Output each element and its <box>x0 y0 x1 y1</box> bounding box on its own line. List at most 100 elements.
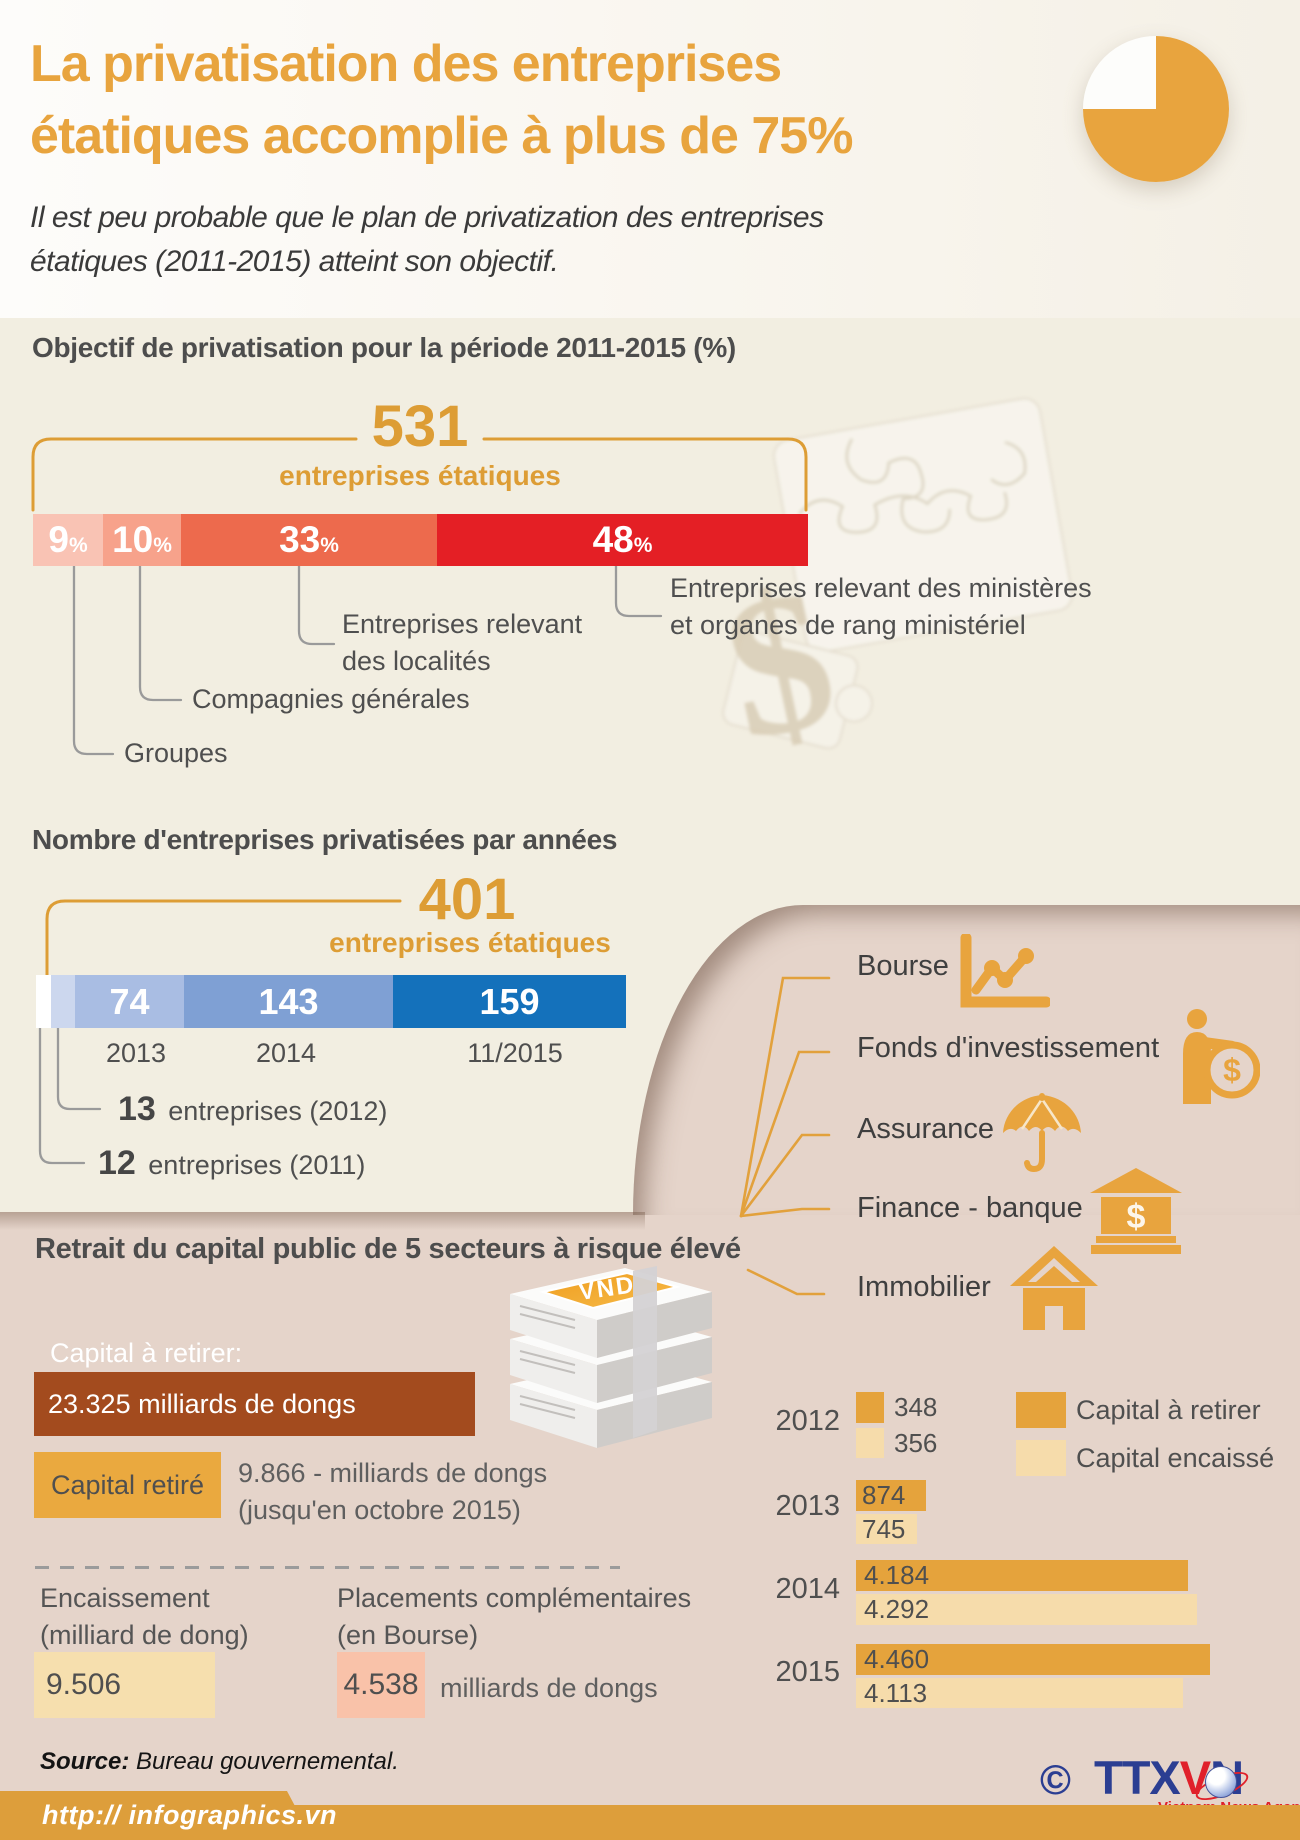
section2-heading: Nombre d'entreprises privatisées par ann… <box>32 824 618 855</box>
callout-text: entreprises (2012) <box>168 1096 388 1126</box>
segment-2014: 143 <box>184 975 393 1028</box>
placements-box: 4.538 <box>337 1652 425 1718</box>
bar-encaisse-2014 <box>856 1594 1197 1625</box>
globe-icon <box>1205 1766 1237 1798</box>
section1-heading: Objectif de privatisation pour la périod… <box>32 332 736 363</box>
segment-value: 33 <box>279 519 321 560</box>
percent-sign: % <box>68 534 88 557</box>
capital-retire-value: 9.866 - milliards de dongs <box>238 1458 548 1488</box>
label-ministeres: Entreprises relevant des ministères et o… <box>670 570 1092 644</box>
money-stack-image: VND <box>505 1262 717 1454</box>
source-text: Bureau gouvernemental. <box>129 1748 399 1775</box>
label-compagnies: Compagnies générales <box>192 684 470 714</box>
encaissement-value: 9.506 <box>46 1668 122 1701</box>
source-line: Source: Bureau gouvernemental. <box>40 1748 399 1776</box>
copyright-icon: © <box>1040 1756 1071 1803</box>
label-line: (en Bourse) <box>337 1620 479 1650</box>
title-line2: étatiques accomplie à plus de 75% <box>30 107 853 165</box>
label-groupes: Groupes <box>124 738 228 768</box>
bar-retirer-2014 <box>856 1560 1188 1591</box>
umbrella-icon <box>1000 1093 1084 1173</box>
segment-localites: 33% <box>181 514 437 566</box>
bar-encaisse-2015 <box>856 1678 1183 1708</box>
bar-value: 4.184 <box>864 1560 930 1590</box>
label-line: Entreprises relevant des ministères <box>670 573 1092 603</box>
legend-label-encaisse: Capital encaissé <box>1076 1443 1275 1473</box>
stacked-bar-objectif: 9% 10% 33% 48% <box>33 514 808 566</box>
svg-text:$: $ <box>1223 1052 1241 1088</box>
pie-75-icon <box>1083 36 1229 182</box>
placements-unit: milliards de dongs <box>440 1673 658 1703</box>
segment-compagnies: 10% <box>103 514 181 566</box>
callout-text: entreprises (2011) <box>148 1150 366 1180</box>
row-year: 2014 <box>775 1573 840 1605</box>
section3-heading: Retrait du capital public de 5 secteurs … <box>35 1233 741 1265</box>
bar-retirer-2013 <box>856 1480 926 1511</box>
label-line: Entreprises relevant <box>342 609 583 639</box>
capital-a-retirer-label: Capital à retirer: <box>50 1338 243 1368</box>
dashed-divider <box>35 1566 620 1569</box>
title-line1: La privatisation des entreprises <box>30 35 782 93</box>
encaissement-box: 9.506 <box>34 1652 215 1718</box>
year-2015: 11/2015 <box>467 1038 563 1068</box>
label-line: Encaissement <box>40 1583 210 1613</box>
label-line: (milliard de dong) <box>40 1620 249 1650</box>
bar-encaisse-2012 <box>856 1428 884 1458</box>
segment-2015: 159 <box>393 975 626 1028</box>
footer-trapezoid <box>0 1791 313 1840</box>
bar-value: 348 <box>894 1392 938 1422</box>
subtitle-line2: étatiques (2011-2015) atteint son object… <box>30 245 559 278</box>
bar-value: 356 <box>894 1428 938 1458</box>
sector-item-fonds: Fonds d'investissement <box>857 1032 1160 1064</box>
callout-number: 12 <box>98 1144 136 1182</box>
label-localites: Entreprises relevant des localités <box>342 606 582 680</box>
total-401: 401 <box>418 867 516 932</box>
capital-retire-box: Capital retiré <box>34 1452 221 1518</box>
bar-encaisse-2013 <box>856 1514 917 1544</box>
segment-2012 <box>51 975 75 1028</box>
encaissement-label: Encaissement (milliard de dong) <box>40 1580 249 1654</box>
page-title: La privatisation des entreprises étatiqu… <box>30 28 853 172</box>
top-background <box>0 0 1300 318</box>
stock-chart-icon <box>958 934 1050 1012</box>
bar-retirer-2012 <box>856 1392 884 1423</box>
bar-value: 4.292 <box>864 1594 930 1624</box>
subtitle-line1: Il est peu probable que le plan de priva… <box>30 201 824 234</box>
stacked-bar-annees: 74 143 159 <box>36 975 626 1028</box>
footer-url[interactable]: http:// infographics.vn <box>42 1800 337 1830</box>
capital-retire-label: Capital retiré <box>50 1470 205 1500</box>
capital-a-retirer-value: 23.325 milliards de dongs <box>48 1389 356 1419</box>
source-label: Source: <box>40 1748 130 1775</box>
total-531: 531 <box>371 394 469 459</box>
segment-value: 48 <box>592 519 634 560</box>
label-line: des localités <box>342 646 491 676</box>
sector-item-assurance: Assurance <box>857 1113 995 1145</box>
bar-retirer-2015 <box>856 1644 1210 1675</box>
bar-value: 143 <box>258 980 319 1022</box>
page-subtitle: Il est peu probable que le plan de priva… <box>30 196 824 284</box>
segment-ministeres: 48% <box>437 514 808 566</box>
panel-shadow <box>0 1212 645 1230</box>
segment-value: 9 <box>48 519 69 560</box>
percent-sign: % <box>633 534 653 557</box>
callout-2011: 12 entreprises (2011) <box>98 1144 365 1183</box>
percent-sign: % <box>320 534 339 557</box>
row-year: 2013 <box>775 1490 840 1522</box>
bar-value: 745 <box>862 1514 906 1544</box>
bar-value: 4.113 <box>864 1678 928 1708</box>
capital-retire-note: (jusqu'en octobre 2015) <box>238 1495 521 1525</box>
percent-sign: % <box>153 534 172 557</box>
row-year: 2012 <box>775 1405 840 1437</box>
logo-ttx: TTX <box>1094 1751 1181 1804</box>
sector-item-finance: Finance - banque <box>857 1192 1083 1224</box>
callout-2012: 13 entreprises (2012) <box>118 1090 387 1129</box>
placements-value: 4.538 <box>343 1668 419 1701</box>
legend-swatch-encaisse <box>1016 1440 1066 1476</box>
capital-a-retirer-bar: 23.325 milliards de dongs <box>34 1372 475 1436</box>
bar-value: 74 <box>109 980 150 1022</box>
callout-number: 13 <box>118 1090 156 1128</box>
segment-groupes: 9% <box>33 514 103 566</box>
legend-swatch-retirer <box>1016 1392 1066 1428</box>
year-2013: 2013 <box>105 1038 167 1068</box>
